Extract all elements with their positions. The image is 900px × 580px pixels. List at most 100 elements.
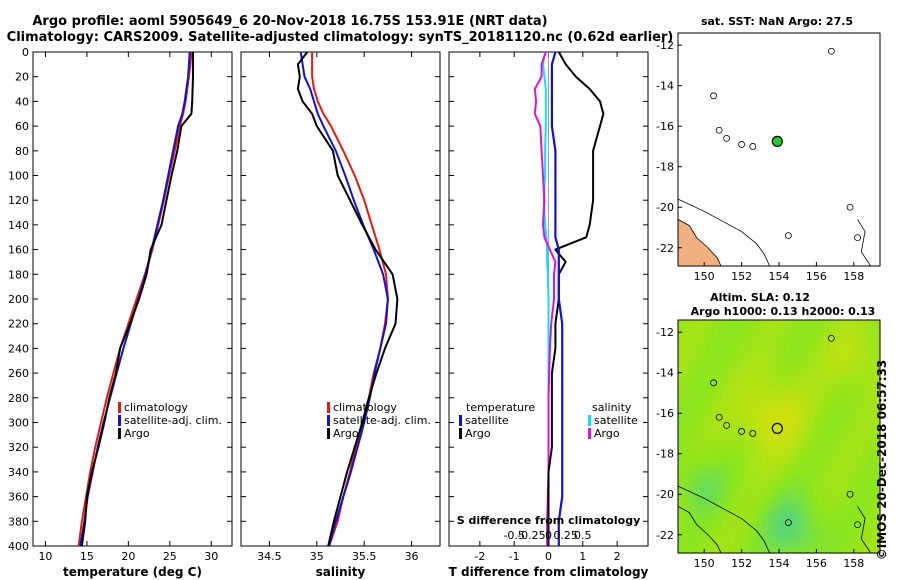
sla-cell [846, 391, 853, 399]
sla-cell [779, 520, 786, 528]
sla-cell [807, 371, 814, 379]
sla-cell [863, 358, 870, 366]
sla-cell [874, 475, 881, 483]
sla-cell [851, 384, 859, 392]
figure-title-line2: Climatology: CARS2009. Satellite-adjuste… [7, 30, 674, 45]
sla-cell [795, 352, 803, 360]
sla-cell [851, 546, 859, 554]
sla-cell [807, 404, 814, 412]
sla-cell [711, 320, 718, 328]
sla-cell [840, 501, 847, 509]
sla-cell [818, 442, 825, 451]
sla-cell [745, 533, 752, 541]
sla-cell [784, 404, 791, 412]
sla-cell [835, 417, 842, 425]
sla-cell [683, 423, 690, 431]
sla-cell [767, 520, 774, 528]
salinity-xlabel: salinity [316, 565, 366, 579]
sla-cell [750, 442, 758, 451]
sla-cell [823, 371, 831, 379]
sla-cell [874, 417, 881, 425]
sla-cell [840, 546, 847, 554]
sla-cell [795, 449, 803, 457]
series-argo [80, 52, 194, 547]
sla-cell [739, 397, 746, 405]
sla-cell [823, 352, 831, 360]
sla-cell [840, 358, 847, 366]
sla-cell [829, 449, 836, 457]
sla-cell [694, 436, 702, 444]
sla-cell [756, 384, 763, 392]
sla-cell [851, 481, 859, 489]
sla-cell [762, 423, 769, 431]
sla-cell [851, 449, 859, 457]
sla-cell [790, 442, 797, 451]
y-tick-label: 400 [8, 540, 29, 553]
x-tick-label: 35 [310, 550, 324, 563]
sla-cell [706, 384, 713, 392]
x-tick-label: 34.5 [257, 550, 282, 563]
sla-cell [818, 365, 825, 373]
sla-cell [739, 449, 746, 457]
sla-cell [835, 326, 842, 334]
legend-entry: satellite [594, 414, 638, 427]
sla-cell [863, 378, 870, 386]
sla-cell [762, 384, 769, 392]
sla-cell [694, 546, 702, 554]
sla-cell [790, 397, 797, 405]
sla-cell [722, 442, 730, 451]
sla-cell [818, 332, 825, 341]
sla-cell [784, 320, 791, 328]
sla-cell [750, 371, 758, 379]
x-tick-label: 1 [579, 550, 586, 563]
sla-cell [678, 384, 685, 392]
sla-cell [829, 332, 836, 341]
sla-cell [711, 501, 718, 509]
sla-cell [784, 339, 791, 347]
sla-cell [773, 345, 780, 353]
sla-cell [728, 352, 735, 360]
sla-cell [840, 436, 847, 444]
sla-cell [851, 365, 859, 373]
sla-cell [745, 514, 752, 522]
sla-cell [795, 417, 803, 425]
sla-cell [711, 436, 718, 444]
sst-map-title: sat. SST: NaN Argo: 27.5 [701, 15, 853, 28]
sla-cell [734, 442, 741, 451]
sla-cell [700, 449, 707, 457]
sla-cell [762, 507, 769, 515]
sla-cell [857, 365, 864, 373]
sla-cell [700, 391, 707, 399]
sla-cell [840, 520, 847, 528]
legend-swatch [118, 402, 121, 413]
reef-outline [784, 519, 792, 527]
sla-cell [818, 468, 825, 476]
sla-cell [750, 514, 758, 522]
sla-cell [784, 481, 791, 489]
sla-cell [851, 533, 859, 541]
sla-cell [700, 442, 707, 451]
sla-cell [801, 345, 808, 353]
sla-cell [857, 442, 864, 451]
sla-cell [779, 320, 786, 328]
sla-cell [694, 488, 702, 496]
sla-cell [863, 404, 870, 412]
sla-cell [689, 442, 696, 451]
sla-cell [722, 332, 730, 341]
sla-cell [762, 378, 769, 386]
sla-cell [745, 410, 752, 418]
sla-cell [812, 475, 819, 483]
sla-cell [750, 345, 758, 353]
sla-cell [823, 514, 831, 522]
sla-cell [767, 455, 774, 463]
sla-cell [694, 410, 702, 418]
sla-cell [762, 332, 769, 341]
legend-entry: climatology [124, 401, 188, 414]
sla-cell [795, 481, 803, 489]
sla-cell [750, 430, 758, 438]
sla-cell [711, 527, 718, 535]
sla-cell [711, 423, 718, 431]
sla-cell [750, 352, 758, 360]
sla-cell [722, 384, 730, 392]
sla-cell [678, 481, 685, 489]
